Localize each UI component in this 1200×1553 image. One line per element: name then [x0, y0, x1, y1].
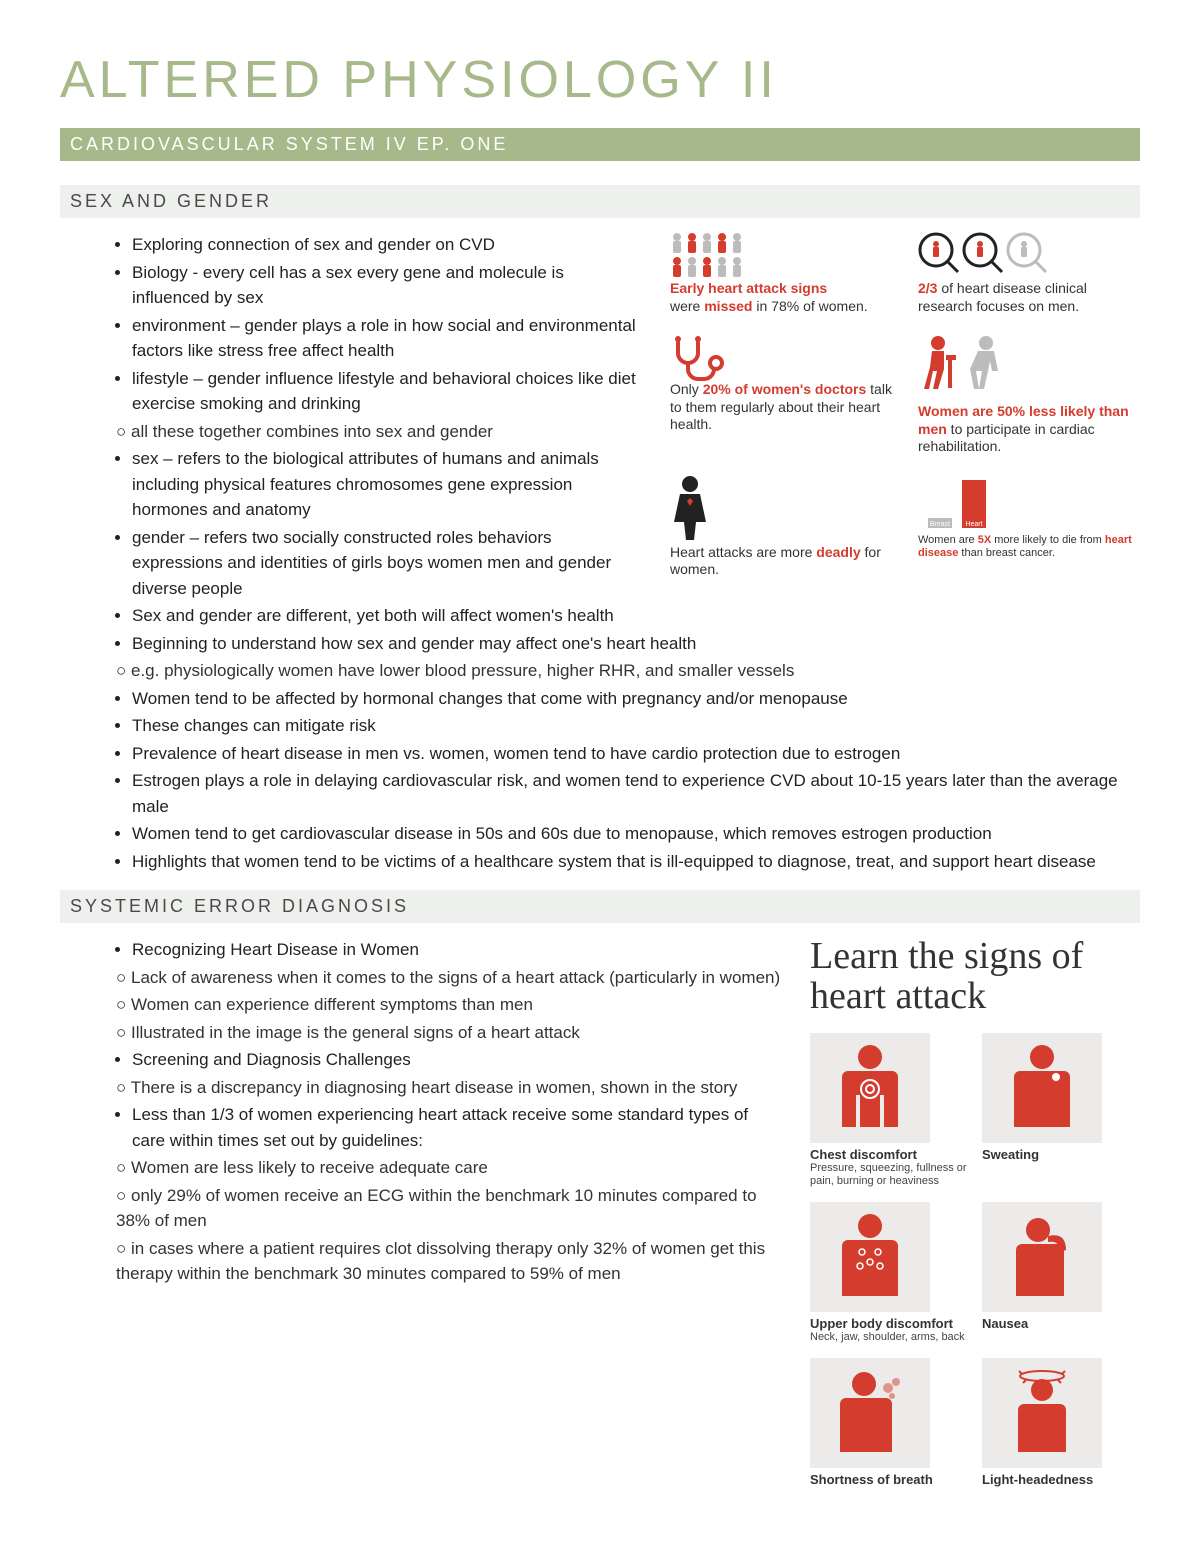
list-item: environment – gender plays a role in how…: [132, 313, 650, 364]
svg-text:Breast: Breast: [930, 521, 950, 528]
list-item: Biology - every cell has a sex every gen…: [132, 260, 650, 311]
stat-text: than breast cancer.: [958, 547, 1055, 559]
svg-text:Heart: Heart: [965, 521, 982, 528]
upper-body-icon: [830, 1212, 910, 1302]
stat-text: missed: [704, 298, 752, 314]
stat-text: Women are: [918, 534, 978, 546]
stat-text: more likely to die from: [991, 534, 1105, 546]
bullet-list: Sex and gender are different, yet both w…: [60, 603, 1140, 656]
sweating-icon: [1002, 1043, 1082, 1133]
sign-subtext: Neck, jaw, shoulder, arms, back: [810, 1331, 968, 1344]
sub-list: Lack of awareness when it comes to the s…: [60, 965, 790, 1046]
stat-text: Early heart attack signs: [670, 280, 827, 296]
sign-label: Chest discomfort: [810, 1147, 968, 1162]
sub-list: e.g. physiologically women have lower bl…: [60, 658, 1140, 684]
bar-chart-icon: Breast Heart: [918, 474, 1008, 534]
sign-card: Sweating: [982, 1033, 1140, 1188]
stat-text: were: [670, 298, 704, 314]
sub-list: Women are less likely to receive adequat…: [60, 1155, 790, 1287]
sign-label: Upper body discomfort: [810, 1316, 968, 1331]
stat-text: Only: [670, 381, 703, 397]
dizzy-icon: [1002, 1368, 1082, 1458]
sign-card: Upper body discomfort Neck, jaw, shoulde…: [810, 1202, 968, 1344]
stat-text: in 78% of women.: [752, 298, 867, 314]
nausea-icon: [1002, 1212, 1082, 1302]
stat-text: of heart disease clinical research focus…: [918, 280, 1087, 314]
list-item: gender – refers two socially constructed…: [132, 525, 650, 602]
stat-text: Heart attacks are more: [670, 544, 816, 560]
list-item: sex – refers to the biological attribute…: [132, 446, 650, 523]
list-item: Beginning to understand how sex and gend…: [132, 631, 1140, 657]
list-item: Prevalence of heart disease in men vs. w…: [132, 741, 1140, 767]
section-heading-sex-gender: SEX AND GENDER: [60, 185, 1140, 218]
magnifier-icon: [918, 232, 1068, 280]
stat-text: 2/3: [918, 280, 937, 296]
sign-card: Light-headedness: [982, 1358, 1140, 1487]
sign-label: Sweating: [982, 1147, 1140, 1162]
list-item: Highlights that women tend to be victims…: [132, 849, 1140, 875]
list-item: There is a discrepancy in diagnosing hea…: [116, 1075, 790, 1101]
bullet-list: sex – refers to the biological attribute…: [60, 446, 650, 601]
list-item: e.g. physiologically women have lower bl…: [116, 658, 1140, 684]
list-item: all these together combines into sex and…: [116, 419, 650, 445]
sign-label: Light-headedness: [982, 1472, 1140, 1487]
list-item: only 29% of women receive an ECG within …: [116, 1183, 790, 1234]
list-item: Estrogen plays a role in delaying cardio…: [132, 768, 1140, 819]
bullet-list: Exploring connection of sex and gender o…: [60, 232, 650, 417]
chest-discomfort-icon: [830, 1043, 910, 1133]
list-item: Women tend to get cardiovascular disease…: [132, 821, 1140, 847]
walker-icon: [918, 333, 1018, 403]
sign-card: Shortness of breath: [810, 1358, 968, 1487]
infographic-signs: Learn the signs of heart attack Chest di…: [810, 937, 1140, 1487]
list-item: These changes can mitigate risk: [132, 713, 1140, 739]
list-item: Sex and gender are different, yet both w…: [132, 603, 1140, 629]
list-item: Illustrated in the image is the general …: [116, 1020, 790, 1046]
infographic-stats: Early heart attack signs were missed in …: [670, 232, 1140, 579]
sign-card: Nausea: [982, 1202, 1140, 1344]
sub-list: all these together combines into sex and…: [60, 419, 650, 445]
list-item: Recognizing Heart Disease in Women: [132, 937, 790, 963]
list-item: Exploring connection of sex and gender o…: [132, 232, 650, 258]
sign-label: Shortness of breath: [810, 1472, 968, 1487]
list-item: lifestyle – gender influence lifestyle a…: [132, 366, 650, 417]
section-heading-systemic: SYSTEMIC ERROR DIAGNOSIS: [60, 890, 1140, 923]
sub-list: There is a discrepancy in diagnosing hea…: [60, 1075, 790, 1101]
breath-icon: [830, 1368, 910, 1458]
stat-text: deadly: [816, 544, 860, 560]
list-item: Less than 1/3 of women experiencing hear…: [132, 1102, 790, 1153]
list-item: in cases where a patient requires clot d…: [116, 1236, 790, 1287]
sign-label: Nausea: [982, 1316, 1140, 1331]
people-icon: [670, 232, 820, 280]
stethoscope-icon: [670, 333, 730, 381]
list-item: Lack of awareness when it comes to the s…: [116, 965, 790, 991]
list-item: Women tend to be affected by hormonal ch…: [132, 686, 1140, 712]
bullet-list: Recognizing Heart Disease in Women: [60, 937, 790, 963]
list-item: Women can experience different symptoms …: [116, 992, 790, 1018]
page-title: ALTERED PHYSIOLOGY II: [60, 50, 1140, 110]
subtitle-banner: CARDIOVASCULAR SYSTEM IV EP. ONE: [60, 128, 1140, 161]
woman-icon: [670, 474, 710, 544]
bullet-list: Screening and Diagnosis Challenges: [60, 1047, 790, 1073]
stat-text: 5X: [978, 534, 991, 546]
stat-text: 20% of women's doctors: [703, 381, 867, 397]
sign-card: Chest discomfort Pressure, squeezing, fu…: [810, 1033, 968, 1188]
list-item: Women are less likely to receive adequat…: [116, 1155, 790, 1181]
list-item: Screening and Diagnosis Challenges: [132, 1047, 790, 1073]
infographic-title: Learn the signs of heart attack: [810, 937, 1140, 1017]
sign-subtext: Pressure, squeezing, fullness or pain, b…: [810, 1162, 968, 1188]
bullet-list: Women tend to be affected by hormonal ch…: [60, 686, 1140, 875]
bullet-list: Less than 1/3 of women experiencing hear…: [60, 1102, 790, 1153]
